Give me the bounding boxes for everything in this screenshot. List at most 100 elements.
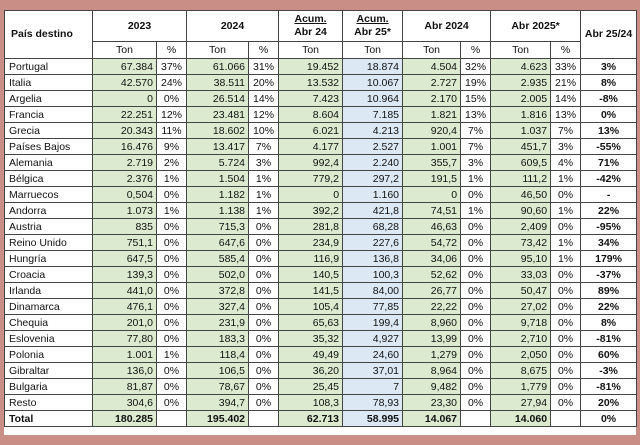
cell-2023-pct: 11% (155, 122, 188, 139)
cell-acum25: 4,927 (342, 330, 404, 347)
cell-abr25-pct: 14% (550, 90, 582, 107)
cell-abr25-ton: 2,050 (490, 346, 552, 363)
cell-abr24-pct: 7% (460, 122, 492, 139)
header-2024: 2024 (186, 10, 280, 42)
cell-acum24: 0 (278, 186, 344, 203)
table-row: Polonia 1.001 1% 118,4 0% 49,49 24,60 1,279 0% 2,… (4, 346, 638, 363)
cell-2024-ton: 5.724 (186, 154, 250, 171)
cell-abr24-pct: 13% (460, 106, 492, 123)
header-row-units: Ton % Ton % Ton Ton Ton % Ton % (5, 41, 637, 59)
cell-abr24-pct: 0% (460, 330, 492, 347)
cell-acum24: 116,9 (278, 250, 344, 267)
cell-2024-ton: 23.481 (186, 106, 250, 123)
cell-acum25: 1.160 (342, 186, 404, 203)
total-2023-pct-empty (155, 410, 188, 427)
cell-variation: -42% (580, 170, 638, 187)
cell-2024-pct: 7% (248, 138, 280, 155)
total-2024: 195.402 (186, 410, 250, 427)
cell-country: Croacia (4, 266, 93, 283)
cell-abr24-ton: 22,22 (402, 298, 462, 315)
table-row: Reino Unido 751,1 0% 647,6 0% 234,9 227,6 54,72… (4, 234, 638, 251)
cell-acum25: 77,85 (342, 298, 404, 315)
cell-variation: 0% (580, 106, 638, 123)
cell-2024-ton: 715,3 (186, 218, 250, 235)
table-body: Portugal 67.384 37% 61.066 31% 19.452 18.874 4.… (4, 58, 638, 411)
cell-abr24-ton: 8,964 (402, 362, 462, 379)
cell-country: Portugal (4, 58, 93, 75)
header-acum25-line2: Abr 25* (354, 26, 391, 38)
cell-abr25-ton: 2.005 (490, 90, 552, 107)
cell-acum24: 65,63 (278, 314, 344, 331)
cell-variation: 8% (580, 314, 638, 331)
table-row: Eslovenia 77,80 0% 183,3 0% 35,32 4,927 13,99 0%… (4, 330, 638, 347)
cell-2023-pct: 0% (155, 298, 188, 315)
cell-abr24-pct: 1% (460, 170, 492, 187)
cell-abr25-ton: 2,409 (490, 218, 552, 235)
cell-abr25-pct: 0% (550, 266, 582, 283)
cell-abr24-pct: 0% (460, 298, 492, 315)
cell-abr24-ton: 191,5 (402, 170, 462, 187)
table-row: Andorra 1.073 1% 1.138 1% 392,2 421,8 74,51 1% 90… (4, 202, 638, 219)
cell-acum24: 13.532 (278, 74, 344, 91)
cell-2024-pct: 0% (248, 282, 280, 299)
cell-acum24: 392,2 (278, 202, 344, 219)
cell-abr24-pct: 0% (460, 346, 492, 363)
cell-acum25: 68,28 (342, 218, 404, 235)
cell-variation: -95% (580, 218, 638, 235)
cell-abr24-pct: 0% (460, 186, 492, 203)
cell-variation: 71% (580, 154, 638, 171)
cell-acum24: 36,20 (278, 362, 344, 379)
cell-2023-ton: 441,0 (92, 282, 157, 299)
cell-2024-pct: 14% (248, 90, 280, 107)
cell-2024-pct: 3% (248, 154, 280, 171)
cell-2024-ton: 13.417 (186, 138, 250, 155)
cell-2024-ton: 106,5 (186, 362, 250, 379)
cell-abr24-pct: 0% (460, 266, 492, 283)
cell-country: Bélgica (4, 170, 93, 187)
cell-abr25-pct: 21% (550, 74, 582, 91)
cell-abr24-ton: 355,7 (402, 154, 462, 171)
cell-abr24-ton: 1,279 (402, 346, 462, 363)
cell-2023-ton: 139,3 (92, 266, 157, 283)
cell-abr24-ton: 13,99 (402, 330, 462, 347)
cell-acum25: 10.964 (342, 90, 404, 107)
cell-abr24-pct: 0% (460, 378, 492, 395)
cell-2023-ton: 201,0 (92, 314, 157, 331)
cell-acum25: 10.067 (342, 74, 404, 91)
cell-abr25-ton: 111,2 (490, 170, 552, 187)
cell-country: Marruecos (4, 186, 93, 203)
cell-abr25-pct: 33% (550, 58, 582, 75)
cell-abr25-pct: 3% (550, 138, 582, 155)
cell-2023-ton: 1.073 (92, 202, 157, 219)
cell-acum24: 19.452 (278, 58, 344, 75)
header-abr2024: Abr 2024 (402, 10, 492, 42)
table-row: Argelia 0 0% 26.514 14% 7.423 10.964 2.170 15% 2.… (4, 90, 638, 107)
cell-abr24-ton: 2.170 (402, 90, 462, 107)
total-2023: 180.285 (92, 410, 157, 427)
cell-2023-pct: 24% (155, 74, 188, 91)
cell-2023-ton: 2.376 (92, 170, 157, 187)
cell-2024-ton: 394,7 (186, 394, 250, 411)
cell-acum25: 2.240 (342, 154, 404, 171)
table-row: Bulgaria 81,87 0% 78,67 0% 25,45 7 9,482 0% 1,779… (4, 378, 638, 395)
cell-2024-ton: 585,4 (186, 250, 250, 267)
cell-2023-pct: 37% (155, 58, 188, 75)
cell-variation: 34% (580, 234, 638, 251)
cell-variation: 60% (580, 346, 638, 363)
cell-acum24: 234,9 (278, 234, 344, 251)
cell-abr24-ton: 4.504 (402, 58, 462, 75)
cell-2023-pct: 0% (155, 218, 188, 235)
cell-abr24-pct: 3% (460, 154, 492, 171)
table-row: Portugal 67.384 37% 61.066 31% 19.452 18.874 4.… (4, 58, 638, 75)
cell-variation: -8% (580, 90, 638, 107)
cell-acum24: 281,8 (278, 218, 344, 235)
cell-acum25: 421,8 (342, 202, 404, 219)
cell-abr25-ton: 27,94 (490, 394, 552, 411)
cell-abr24-pct: 32% (460, 58, 492, 75)
cell-country: Dinamarca (4, 298, 93, 315)
cell-abr25-ton: 46,50 (490, 186, 552, 203)
cell-acum24: 105,4 (278, 298, 344, 315)
cell-country: Eslovenia (4, 330, 93, 347)
cell-2023-ton: 2.719 (92, 154, 157, 171)
cell-acum24: 779,2 (278, 170, 344, 187)
